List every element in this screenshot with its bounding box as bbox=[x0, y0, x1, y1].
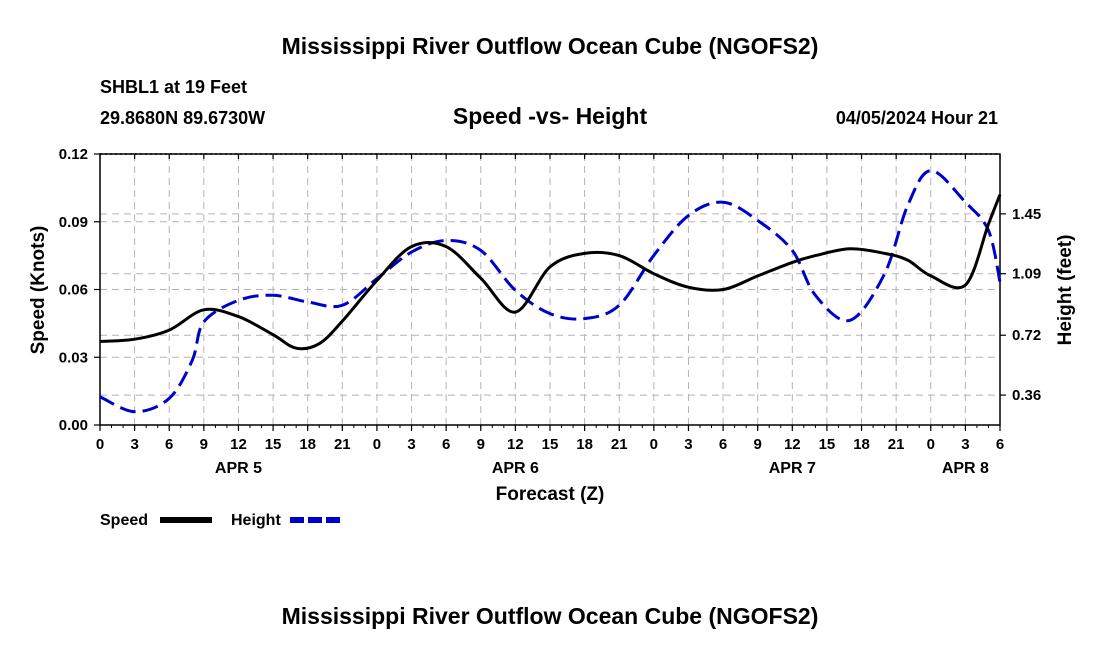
x-tick-label: 15 bbox=[542, 436, 559, 453]
series-line-speed bbox=[99, 194, 1002, 351]
x-tick-label: 0 bbox=[927, 436, 935, 453]
x-axis-label: Forecast (Z) bbox=[496, 484, 605, 505]
x-tick-label: 0 bbox=[650, 436, 658, 453]
y-right-tick-label: 0.72 bbox=[1012, 327, 1041, 344]
x-date-label: APR 5 bbox=[215, 460, 262, 477]
x-tick-label: 18 bbox=[853, 436, 870, 453]
x-tick-label: 9 bbox=[477, 436, 485, 453]
legend: Speed Height bbox=[100, 512, 342, 529]
x-tick-label: 6 bbox=[165, 436, 173, 453]
legend-speed-label: Speed bbox=[100, 512, 148, 529]
x-tick-label: 0 bbox=[373, 436, 381, 453]
footer-title: Mississippi River Outflow Ocean Cube (NG… bbox=[282, 603, 819, 629]
plot-area: 0.00 0.03 0.06 0.09 0.12 0.36 0.72 1.09 1.45 0 3… bbox=[59, 146, 1041, 477]
x-tick-label: 6 bbox=[719, 436, 727, 453]
x-tick-label: 3 bbox=[407, 436, 415, 453]
x-tick-label: 9 bbox=[200, 436, 208, 453]
right-axis: 0.36 0.72 1.09 1.45 bbox=[1000, 206, 1041, 404]
x-tick-label: 6 bbox=[996, 436, 1004, 453]
x-date-label: APR 8 bbox=[942, 460, 989, 477]
series-layer bbox=[99, 169, 1002, 414]
grid-lines bbox=[100, 153, 1000, 425]
x-tick-label: 21 bbox=[888, 436, 905, 453]
y-left-tick-label: 0.03 bbox=[59, 349, 88, 366]
left-axis: 0.00 0.03 0.06 0.09 0.12 bbox=[59, 146, 100, 434]
chart-subtitle: Speed -vs- Height bbox=[453, 103, 648, 129]
x-tick-label: 12 bbox=[230, 436, 247, 453]
series-line-height bbox=[99, 169, 1002, 414]
x-tick-label: 21 bbox=[611, 436, 628, 453]
y-left-tick-label: 0.09 bbox=[59, 214, 88, 231]
x-tick-label: 12 bbox=[507, 436, 524, 453]
bottom-axis: 0 3 6 9 12 15 18 21 0 3 6 9 12 15 18 21 0 3 6 9 12 15 18 21 0 3 6A… bbox=[96, 154, 1004, 477]
x-tick-label: 6 bbox=[442, 436, 450, 453]
x-date-label: APR 7 bbox=[769, 460, 816, 477]
y-left-tick-label: 0.06 bbox=[59, 282, 88, 299]
y-right-tick-label: 0.36 bbox=[1012, 387, 1041, 404]
y-axis-left-label: Speed (Knots) bbox=[28, 226, 49, 355]
y-right-tick-label: 1.45 bbox=[1012, 206, 1041, 223]
x-tick-label: 9 bbox=[754, 436, 762, 453]
x-tick-label: 15 bbox=[819, 436, 836, 453]
x-tick-label: 3 bbox=[961, 436, 969, 453]
x-tick-label: 3 bbox=[130, 436, 138, 453]
x-tick-label: 12 bbox=[784, 436, 801, 453]
y-left-tick-label: 0.00 bbox=[59, 417, 88, 434]
x-date-label: APR 6 bbox=[492, 460, 539, 477]
x-tick-label: 0 bbox=[96, 436, 104, 453]
y-axis-right-label: Height (feet) bbox=[1055, 235, 1076, 346]
location-label: 29.8680N 89.6730W bbox=[100, 108, 265, 128]
x-tick-label: 15 bbox=[265, 436, 282, 453]
x-tick-label: 21 bbox=[334, 436, 351, 453]
x-tick-label: 18 bbox=[576, 436, 593, 453]
chart-title: Mississippi River Outflow Ocean Cube (NG… bbox=[282, 33, 819, 59]
legend-height-label: Height bbox=[231, 512, 281, 529]
x-tick-label: 18 bbox=[299, 436, 316, 453]
x-tick-label: 3 bbox=[684, 436, 692, 453]
y-right-tick-label: 1.09 bbox=[1012, 266, 1041, 283]
station-label: SHBL1 at 19 Feet bbox=[100, 77, 247, 97]
forecast-datetime: 04/05/2024 Hour 21 bbox=[836, 108, 998, 128]
y-left-tick-label: 0.12 bbox=[59, 146, 88, 163]
